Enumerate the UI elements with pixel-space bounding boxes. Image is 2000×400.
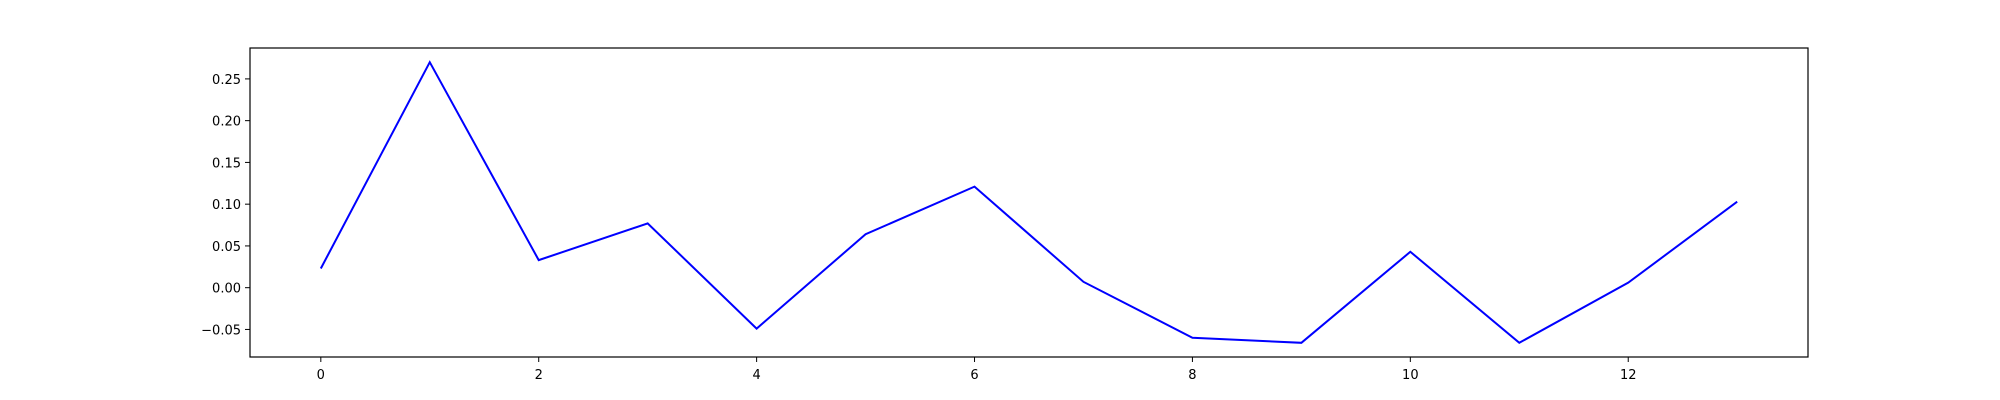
y-tick-label: 0.15 [212, 156, 241, 171]
y-tick-label: 0.10 [212, 198, 241, 213]
series-line [319, 60, 1738, 345]
data-layer [319, 60, 1738, 345]
y-tick-label: 0.25 [212, 73, 241, 88]
x-tick-label: 12 [1620, 368, 1637, 383]
x-tick-label: 0 [317, 368, 325, 383]
x-tick-label: 6 [970, 368, 978, 383]
x-tick-label: 10 [1402, 368, 1419, 383]
y-tick-label: −0.05 [201, 323, 241, 338]
x-tick-label: 2 [535, 368, 543, 383]
x-tick-label: 8 [1188, 368, 1196, 383]
y-tick-label: 0.20 [212, 115, 241, 130]
y-tick-label: 0.00 [212, 282, 241, 297]
plot-frame [249, 47, 1809, 358]
tick-layer: 0 2 4 6 8 10 12 −0.05 0.00 0.05 0.10 0.15 0.20 0.25 [201, 73, 1636, 383]
x-tick-label: 4 [752, 368, 760, 383]
y-tick-label: 0.05 [212, 240, 241, 255]
